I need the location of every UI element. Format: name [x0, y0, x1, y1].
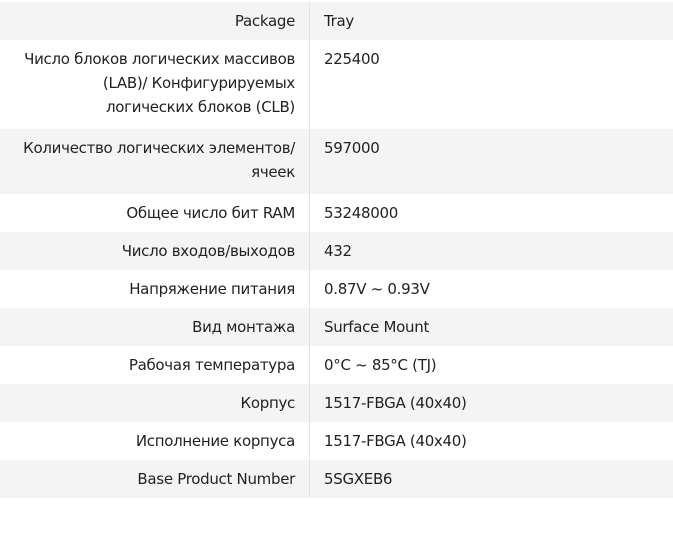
spec-value: 0.87V ~ 0.93V	[310, 270, 673, 308]
spec-value: 5SGXEB6	[310, 460, 673, 498]
spec-label: Вид монтажа	[0, 308, 310, 346]
spec-label: Рабочая температура	[0, 346, 310, 384]
spec-label: Общее число бит RAM	[0, 194, 310, 232]
spec-value: 225400	[310, 40, 673, 129]
spec-label: Число блоков логических массивов (LAB)/ …	[0, 40, 310, 129]
spec-value: 53248000	[310, 194, 673, 232]
spec-label: Число входов/выходов	[0, 232, 310, 270]
spec-value: 0°C ~ 85°C (TJ)	[310, 346, 673, 384]
spec-label: Количество логических элементов/ячеек	[0, 129, 310, 194]
spec-label: Исполнение корпуса	[0, 422, 310, 460]
spec-label: Base Product Number	[0, 460, 310, 498]
spec-label: Package	[0, 2, 310, 40]
spec-value: 1517-FBGA (40x40)	[310, 384, 673, 422]
spec-row: Число блоков логических массивов (LAB)/ …	[0, 40, 673, 129]
spec-value: 597000	[310, 129, 673, 194]
spec-value: Surface Mount	[310, 308, 673, 346]
spec-value: 432	[310, 232, 673, 270]
spec-label: Корпус	[0, 384, 310, 422]
spec-label: Напряжение питания	[0, 270, 310, 308]
spec-value: Tray	[310, 2, 673, 40]
spec-value: 1517-FBGA (40x40)	[310, 422, 673, 460]
